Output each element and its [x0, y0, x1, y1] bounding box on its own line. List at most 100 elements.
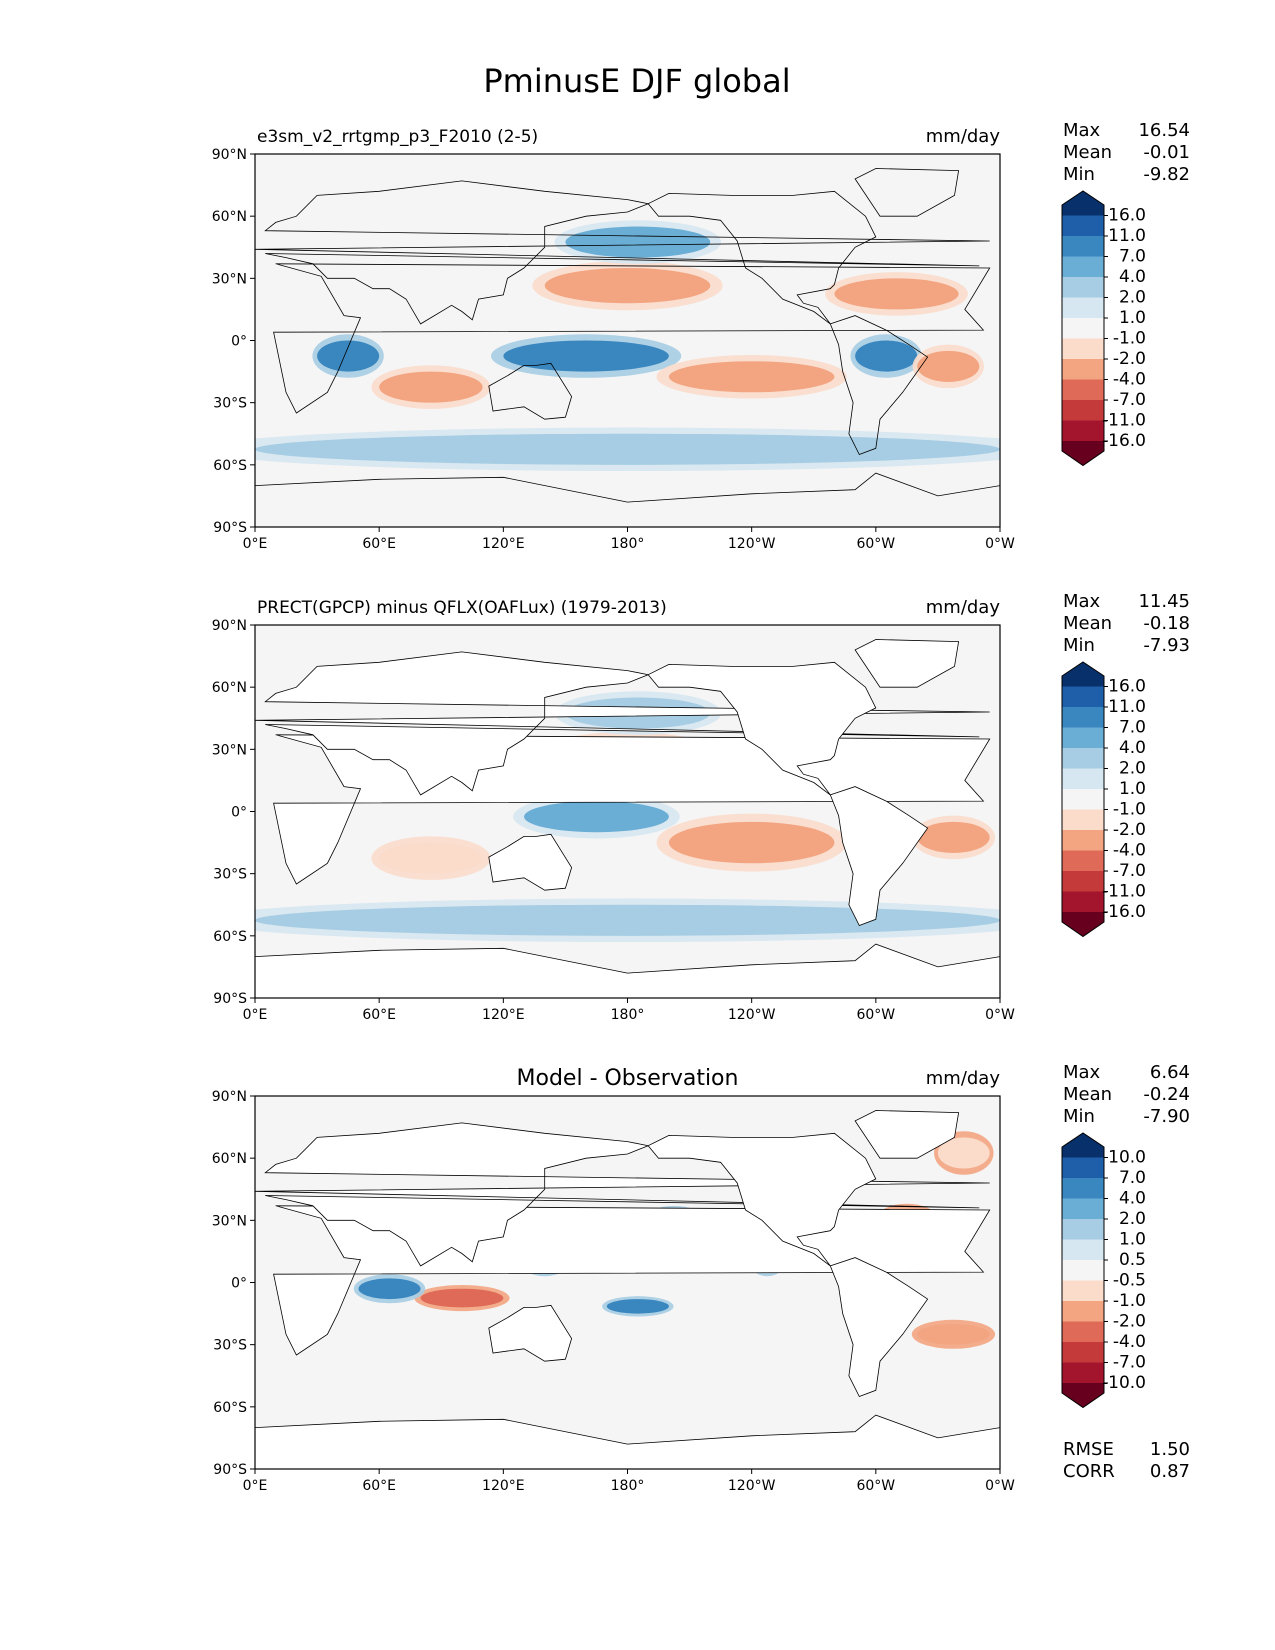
- lon-tick-label: 120°E: [482, 536, 525, 552]
- colorbar-segment: [1062, 420, 1104, 441]
- panel-title: e3sm_v2_rrtgmp_p3_F2010 (2-5): [257, 127, 538, 147]
- coastline: [647, 1132, 877, 1267]
- lat-tick-label: 60°S: [213, 929, 247, 945]
- colorbar-label: 4.0: [1119, 1189, 1146, 1209]
- lon-tick-label: 0°E: [243, 1007, 268, 1023]
- stat-value: 11.45: [1138, 591, 1190, 612]
- lat-tick-label: 60°N: [212, 1151, 247, 1167]
- colorbar-label: -4.0: [1113, 841, 1146, 861]
- lon-tick-label: 180°: [611, 1007, 645, 1023]
- stat-label: Max: [1063, 1062, 1101, 1083]
- lon-tick-label: 180°: [611, 1478, 645, 1494]
- lon-tick-label: 0°E: [243, 1478, 268, 1494]
- lat-tick-label: 60°S: [213, 1400, 247, 1416]
- lat-tick-label: 0°: [231, 1276, 247, 1292]
- colorbar-label: -7.0: [1113, 390, 1146, 410]
- colorbar-outline: [1061, 190, 1105, 467]
- colorbar-extend-top: [1062, 191, 1104, 216]
- colorbar-label: 0.5: [1119, 1250, 1146, 1270]
- colorbar-label: 7.0: [1119, 718, 1146, 738]
- colorbar-label: -7.0: [1113, 861, 1146, 881]
- colorbar-segment: [1062, 1219, 1104, 1240]
- coastline: [854, 1110, 960, 1159]
- coastline: [255, 180, 990, 325]
- colorbar-segment: [1062, 748, 1104, 769]
- colorbar-segment: [1062, 891, 1104, 912]
- lat-tick-label: 90°N: [212, 147, 247, 163]
- colorbar-extend-top: [1062, 662, 1104, 687]
- colorbar-label: -16.0: [1102, 431, 1146, 451]
- contour-region: [255, 433, 1000, 465]
- stat-value: -9.82: [1143, 164, 1190, 185]
- colorbar-segment: [1062, 1301, 1104, 1322]
- landmass-layer: [255, 1110, 1000, 1469]
- contour-region: [917, 821, 990, 853]
- colorbar-label: -4.0: [1113, 370, 1146, 390]
- contour-region: [565, 226, 711, 258]
- map-panel-1: e3sm_v2_rrtgmp_p3_F2010 (2-5) mm/day 90°N 6…: [212, 120, 1190, 552]
- colorbar-label: -1.0: [1113, 800, 1146, 820]
- contour-region: [937, 1137, 990, 1169]
- colorbar-label: -2.0: [1113, 1312, 1146, 1332]
- contour-region: [668, 361, 835, 393]
- panel-title: Model - Observation: [517, 1066, 739, 1091]
- metric-label: RMSE: [1063, 1439, 1114, 1460]
- lon-tick-label: 60°E: [362, 1007, 396, 1023]
- colorbar-segment: [1062, 768, 1104, 789]
- metric-value: 1.50: [1150, 1439, 1190, 1460]
- figure-title: PminusE DJF global: [483, 62, 790, 100]
- contour-region: [917, 1323, 990, 1345]
- colorbar-outline: [1061, 1132, 1105, 1409]
- lat-tick-label: 60°N: [212, 209, 247, 225]
- landmass-layer: [255, 168, 1000, 527]
- coastline: [255, 651, 990, 796]
- lon-tick-label: 120°E: [482, 1007, 525, 1023]
- units-label: mm/day: [926, 126, 1001, 147]
- colorbar-segment: [1062, 809, 1104, 830]
- lat-tick-label: 0°: [231, 805, 247, 821]
- coastline: [255, 1414, 1000, 1469]
- colorbar-label: 16.0: [1108, 206, 1146, 226]
- colorbar-extend-bottom: [1062, 441, 1104, 466]
- colorbar-label: -11.0: [1102, 411, 1146, 431]
- lat-tick-label: 60°S: [213, 458, 247, 474]
- coastline: [488, 362, 573, 420]
- colorbar-segment: [1062, 1321, 1104, 1342]
- colorbar-segment: [1062, 318, 1104, 339]
- lat-tick-label: 30°S: [213, 396, 247, 412]
- lat-tick-label: 30°N: [212, 271, 247, 287]
- colorbar-segment: [1062, 277, 1104, 298]
- lat-tick-label: 30°S: [213, 867, 247, 883]
- stat-value: 6.64: [1150, 1062, 1190, 1083]
- contour-region: [379, 371, 483, 403]
- colorbar-label: 1.0: [1119, 1230, 1146, 1250]
- lon-tick-label: 60°E: [362, 536, 396, 552]
- stat-value: -0.01: [1143, 142, 1190, 163]
- lon-tick-label: 60°E: [362, 1478, 396, 1494]
- stat-value: -7.93: [1143, 635, 1190, 656]
- colorbar-label: 1.0: [1119, 308, 1146, 328]
- coastline: [255, 943, 1000, 998]
- coastline: [829, 1257, 929, 1398]
- colorbar-extend-top: [1062, 1133, 1104, 1158]
- stat-label: Max: [1063, 120, 1101, 141]
- lon-tick-label: 60°W: [856, 1478, 895, 1494]
- colorbar-segment: [1062, 1342, 1104, 1363]
- colorbar-label: -1.0: [1113, 1291, 1146, 1311]
- lon-tick-label: 120°W: [728, 1007, 776, 1023]
- lat-tick-label: 30°N: [212, 742, 247, 758]
- panel-title: PRECT(GPCP) minus QFLX(OAFLux) (1979-201…: [257, 598, 667, 618]
- colorbar-label: -7.0: [1113, 1353, 1146, 1373]
- colorbar-segment: [1062, 686, 1104, 707]
- lon-tick-label: 120°W: [728, 1478, 776, 1494]
- coastline: [255, 1122, 990, 1267]
- contour-region: [544, 267, 711, 304]
- lat-tick-label: 30°S: [213, 1338, 247, 1354]
- lat-tick-label: 90°S: [213, 1462, 247, 1478]
- colorbar-label: -2.0: [1113, 349, 1146, 369]
- colorbar-segment: [1062, 236, 1104, 257]
- contour-region: [358, 1278, 421, 1300]
- colorbar-label: -10.0: [1102, 1373, 1146, 1393]
- stat-value: -0.18: [1143, 613, 1190, 634]
- colorbar: 16.011.07.04.02.01.0-1.0-2.0-4.0-7.0-11.…: [1061, 661, 1146, 938]
